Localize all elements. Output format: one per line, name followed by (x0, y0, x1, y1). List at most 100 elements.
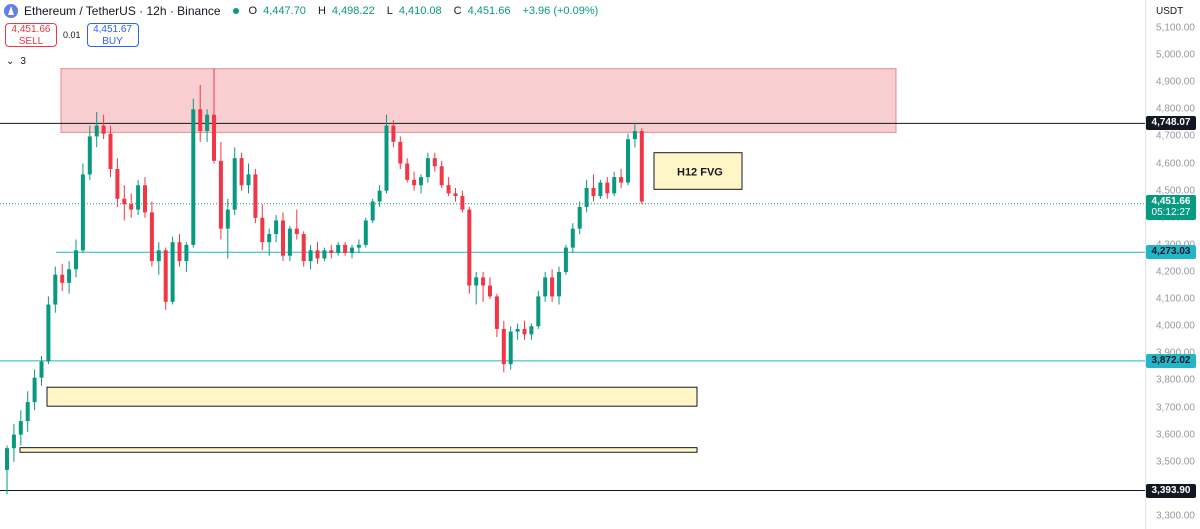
candle-body (225, 209, 230, 229)
fvg-zone (653, 152, 743, 190)
candle-body (101, 125, 106, 134)
candle-body (267, 234, 272, 243)
level-badge-high: 4,748.07 (1146, 116, 1196, 131)
price-tick: 4,100.00 (1156, 293, 1195, 305)
candle-body (515, 328, 520, 332)
candle-body (474, 277, 479, 286)
candle-body (398, 141, 403, 164)
candle-body (419, 177, 423, 186)
candle-body (336, 244, 341, 254)
candle-body (329, 250, 334, 254)
candle-body (481, 277, 486, 286)
candle-body (391, 125, 396, 142)
candle-body (453, 193, 458, 197)
candle-body (425, 158, 430, 178)
currency-unit[interactable]: USDT (1156, 6, 1184, 17)
candle-body (439, 166, 444, 186)
candle-body (115, 168, 120, 199)
candle-body (632, 131, 637, 140)
buy-button[interactable]: 4,451.67 BUY (86, 23, 139, 47)
supply-zone (60, 68, 897, 133)
price-tick: 4,600.00 (1156, 158, 1195, 170)
sell-label: SELL (18, 36, 44, 47)
indicators-count: 3 (20, 56, 26, 67)
price-tick: 4,700.00 (1156, 130, 1195, 142)
low-value: 4,410.08 (398, 5, 442, 17)
chart-area[interactable]: H12 FVG (0, 0, 1145, 529)
candle-body (46, 304, 51, 362)
buy-price: 4,451.67 (93, 24, 132, 35)
candle-body (591, 187, 596, 197)
candle-body (584, 187, 589, 207)
price-tick: 4,500.00 (1156, 185, 1195, 197)
chevron-down-icon: ⌄ (6, 56, 15, 67)
candle-body (253, 174, 258, 218)
candle-body (363, 220, 368, 245)
sell-price: 4,451.66 (11, 24, 51, 35)
candle-body (287, 228, 292, 256)
candle-body (149, 212, 154, 262)
candle-body (170, 242, 175, 302)
candle-body (577, 206, 582, 229)
candle-body (460, 196, 465, 210)
price-scale[interactable]: USDT 5,100.00 5,000.00 4,900.00 4,800.00 4,7… (1145, 0, 1200, 529)
candle-body (612, 177, 617, 194)
spread-value: 0.01 (63, 30, 81, 40)
price-tick: 3,800.00 (1156, 374, 1195, 386)
candle-body (557, 271, 561, 297)
open-value: 4,447.70 (263, 5, 306, 17)
change-value: +3.96 (+0.09%) (522, 5, 599, 17)
candle-body (501, 328, 506, 365)
low-label: L (386, 5, 393, 17)
candle-body (639, 131, 644, 202)
candle-body (198, 109, 203, 132)
candle-body (529, 326, 534, 335)
open-label: O (248, 5, 258, 17)
candle-body (205, 114, 210, 132)
candle-body (570, 228, 575, 248)
price-tick: 3,600.00 (1156, 429, 1195, 441)
candle-body (384, 125, 389, 191)
demand-zone-lower (19, 447, 698, 453)
candle-body (350, 247, 354, 254)
symbol-title[interactable]: Ethereum / TetherUS · 12h · Binance (24, 4, 221, 18)
candle-body (5, 448, 9, 470)
candle-body (274, 220, 279, 235)
price-tick: 4,900.00 (1156, 76, 1195, 88)
candlestick-chart[interactable]: H12 FVG (0, 0, 1145, 529)
candle-body (294, 228, 299, 235)
candle-body (543, 277, 548, 297)
candle-body (32, 377, 37, 403)
candle-body (212, 114, 216, 161)
candle-body (343, 244, 348, 254)
sell-button[interactable]: 4,451.66 SELL (5, 23, 57, 47)
demand-zone-upper (46, 386, 698, 407)
high-value: 4,498.22 (331, 5, 375, 17)
price-tick: 4,200.00 (1156, 266, 1195, 278)
candle-body (184, 244, 189, 262)
candle-body (281, 220, 285, 256)
candle-body (301, 234, 306, 262)
price-tick: 3,500.00 (1156, 456, 1195, 468)
candle-body (619, 177, 624, 183)
candle-body (412, 179, 417, 186)
level-badge-bottom: 3,393.90 (1146, 483, 1196, 498)
candle-body (467, 209, 472, 286)
candle-body (143, 185, 147, 213)
candle-body (536, 296, 541, 327)
candle-body (191, 109, 196, 245)
candle-body (122, 198, 127, 205)
candle-body (156, 250, 161, 262)
candle-body (432, 158, 437, 167)
candle-body (446, 185, 451, 194)
level-badge-mid: 4,273.03 (1146, 245, 1196, 260)
close-label: C (453, 5, 462, 17)
level-badge-low: 3,872.02 (1146, 353, 1196, 368)
fvg-label: H12 FVG (677, 166, 723, 178)
candle-body (25, 402, 30, 422)
price-tick: 4,800.00 (1156, 103, 1195, 115)
candle-body (67, 269, 72, 283)
price-tick: 3,300.00 (1156, 510, 1195, 522)
ethereum-icon (4, 4, 18, 18)
indicators-toggle[interactable]: ⌄ 3 (6, 56, 26, 67)
